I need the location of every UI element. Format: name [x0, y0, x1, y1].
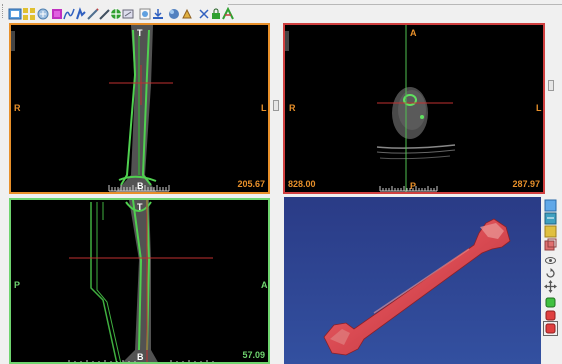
view3d-side-toolbar — [541, 196, 562, 364]
settings-icon[interactable] — [221, 6, 235, 21]
layout-grid-icon[interactable] — [36, 7, 50, 21]
toolbar-separator — [228, 4, 562, 5]
orientation-top-label: T — [137, 202, 143, 212]
calculator-icon[interactable] — [138, 7, 152, 21]
import-icon[interactable] — [151, 7, 165, 21]
orientation-right-label: L — [536, 103, 542, 113]
red-box-selected-icon[interactable] — [543, 321, 558, 336]
eye-icon[interactable] — [544, 254, 557, 267]
scissors-icon[interactable] — [197, 7, 211, 21]
axial-image — [285, 25, 456, 192]
orientation-left-label: R — [14, 103, 21, 113]
orientation-top-label: T — [137, 28, 143, 38]
sphere-icon[interactable] — [167, 7, 181, 21]
green-box-icon[interactable] — [544, 296, 557, 309]
layout-2x2-icon[interactable] — [22, 7, 36, 21]
red-box-icon[interactable] — [544, 309, 557, 322]
crosshair-icon[interactable] — [109, 7, 123, 21]
window-level-value: 828.00 — [288, 179, 316, 189]
orientation-bottom-label: P — [410, 181, 417, 191]
orientation-top-label: A — [410, 28, 417, 38]
orientation-left-label: R — [289, 103, 296, 113]
paint-icon[interactable] — [180, 7, 194, 21]
pen-icon[interactable] — [98, 7, 112, 21]
layout-1x1-icon[interactable] — [8, 7, 22, 21]
coronal-view[interactable]: T B R L 205.67 — [9, 23, 270, 194]
coronal-image — [11, 25, 173, 192]
rotate-icon[interactable] — [544, 267, 557, 280]
view-side-icon[interactable] — [544, 212, 557, 225]
slice-position-value: 287.97 — [512, 179, 540, 189]
orientation-bottom-label: B — [137, 352, 144, 362]
orientation-bottom-label: B — [137, 181, 144, 191]
slice-position-value: 57.09 — [242, 350, 265, 360]
bone-3d-model — [284, 197, 541, 364]
orientation-right-label: A — [261, 280, 268, 290]
orientation-left-label: P — [14, 280, 21, 290]
eraser-icon[interactable] — [121, 7, 135, 21]
hand-icon[interactable] — [74, 7, 88, 21]
toolbar-grip — [2, 4, 5, 18]
curve-icon[interactable] — [62, 7, 76, 21]
view-top-icon[interactable] — [544, 225, 557, 238]
top-left-view-splitter-button[interactable] — [273, 100, 279, 111]
pan-icon[interactable] — [544, 280, 557, 293]
lock-icon[interactable] — [209, 7, 223, 21]
view-front-icon[interactable] — [544, 199, 557, 212]
sagittal-image — [68, 200, 214, 362]
volume-3d-view[interactable] — [284, 197, 541, 364]
sagittal-view[interactable]: T B P A 57.09 — [9, 198, 270, 364]
top-right-view-splitter-button[interactable] — [548, 80, 554, 91]
orientation-right-label: L — [261, 103, 267, 113]
pencil-icon[interactable] — [86, 7, 100, 21]
slice-position-value: 205.67 — [237, 179, 265, 189]
color-cube-icon[interactable] — [544, 238, 557, 251]
color-lut-icon[interactable] — [50, 7, 64, 21]
main-toolbar — [0, 0, 562, 22]
axial-view[interactable]: A P R L 828.00 287.97 — [283, 23, 545, 194]
